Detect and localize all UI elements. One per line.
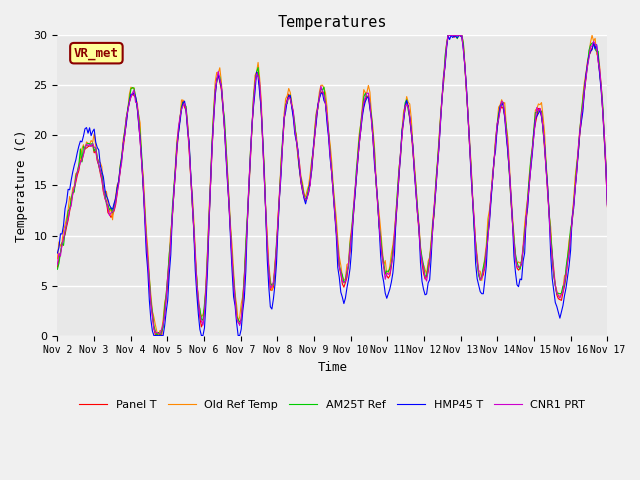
Panel T xyxy=(121,132,129,137)
AM25T Ref xyxy=(444,33,452,38)
Panel T xyxy=(576,132,584,137)
CNR1 PRT xyxy=(604,202,611,208)
Text: VR_met: VR_met xyxy=(74,47,119,60)
Panel T xyxy=(237,317,245,323)
Line: Old Ref Temp: Old Ref Temp xyxy=(58,36,607,335)
Old Ref Temp xyxy=(246,149,254,155)
AM25T Ref xyxy=(54,266,61,272)
AM25T Ref xyxy=(237,317,245,323)
Old Ref Temp xyxy=(296,160,303,166)
Panel T xyxy=(219,104,227,110)
Panel T xyxy=(54,264,61,270)
HMP45 T xyxy=(219,102,227,108)
CNR1 PRT xyxy=(444,33,452,38)
Y-axis label: Temperature (C): Temperature (C) xyxy=(15,129,28,242)
AM25T Ref xyxy=(219,104,227,109)
CNR1 PRT xyxy=(296,161,303,167)
Old Ref Temp xyxy=(604,197,611,203)
Panel T xyxy=(604,204,611,210)
Line: CNR1 PRT: CNR1 PRT xyxy=(58,36,607,334)
Title: Temperatures: Temperatures xyxy=(278,15,387,30)
Old Ref Temp xyxy=(237,301,245,307)
Panel T xyxy=(152,333,159,338)
AM25T Ref xyxy=(121,127,129,133)
Old Ref Temp xyxy=(576,125,584,131)
AM25T Ref xyxy=(153,333,161,338)
AM25T Ref xyxy=(246,149,254,155)
Old Ref Temp xyxy=(121,128,129,133)
Line: AM25T Ref: AM25T Ref xyxy=(58,36,607,336)
Line: HMP45 T: HMP45 T xyxy=(58,36,607,336)
HMP45 T xyxy=(121,131,129,136)
Line: Panel T: Panel T xyxy=(58,36,607,336)
HMP45 T xyxy=(150,333,157,338)
Old Ref Temp xyxy=(444,33,452,38)
AM25T Ref xyxy=(296,166,303,172)
HMP45 T xyxy=(447,33,455,38)
CNR1 PRT xyxy=(576,130,584,135)
CNR1 PRT xyxy=(156,331,164,337)
X-axis label: Time: Time xyxy=(317,361,348,374)
CNR1 PRT xyxy=(54,262,61,267)
Old Ref Temp xyxy=(155,332,163,338)
AM25T Ref xyxy=(604,197,611,203)
AM25T Ref xyxy=(576,128,584,133)
HMP45 T xyxy=(604,202,611,208)
Panel T xyxy=(296,167,303,173)
CNR1 PRT xyxy=(246,154,254,159)
CNR1 PRT xyxy=(237,315,245,321)
HMP45 T xyxy=(296,166,303,171)
Panel T xyxy=(246,153,254,158)
HMP45 T xyxy=(576,130,584,135)
Old Ref Temp xyxy=(54,256,61,262)
CNR1 PRT xyxy=(219,101,227,107)
Panel T xyxy=(444,33,452,38)
HMP45 T xyxy=(237,326,245,332)
HMP45 T xyxy=(246,152,254,158)
HMP45 T xyxy=(54,250,61,256)
Legend: Panel T, Old Ref Temp, AM25T Ref, HMP45 T, CNR1 PRT: Panel T, Old Ref Temp, AM25T Ref, HMP45 … xyxy=(75,395,589,414)
CNR1 PRT xyxy=(121,132,129,138)
Old Ref Temp xyxy=(219,99,227,105)
